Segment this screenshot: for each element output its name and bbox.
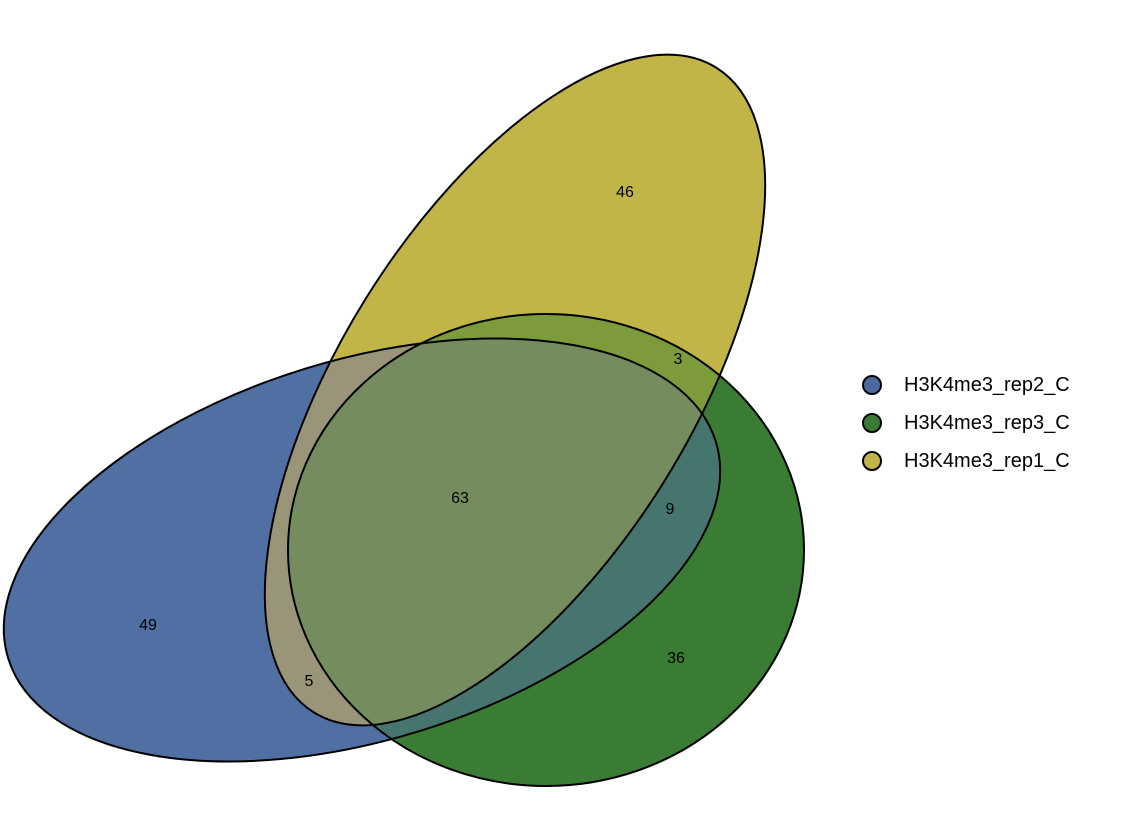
region-count-all-three: 63: [451, 490, 469, 507]
set-outline-rep1: [263, 53, 767, 727]
legend-item-rep2: H3K4me3_rep2_C: [862, 366, 1124, 404]
region-count-rep2-rep1: 5: [305, 673, 314, 690]
legend-label-rep3: H3K4me3_rep3_C: [904, 411, 1070, 434]
legend-label-rep2: H3K4me3_rep2_C: [904, 373, 1070, 396]
legend-item-rep3: H3K4me3_rep3_C: [862, 404, 1124, 442]
legend: H3K4me3_rep2_C H3K4me3_rep3_C H3K4me3_re…: [862, 366, 1124, 480]
region-count-rep1-only: 46: [616, 184, 634, 201]
set-outline-rep3: [287, 313, 805, 787]
region-count-rep3-only: 36: [667, 650, 685, 667]
legend-swatch-rep3: [862, 413, 882, 433]
legend-item-rep1: H3K4me3_rep1_C: [862, 442, 1124, 480]
region-count-rep3-rep1: 3: [674, 351, 683, 368]
set-outline-rep2: [2, 337, 722, 763]
region-count-rep2-only: 49: [139, 617, 157, 634]
overlap-all-three: [288, 314, 766, 726]
region-count-rep2-rep3: 9: [666, 501, 675, 518]
legend-swatch-rep1: [862, 451, 882, 471]
legend-swatch-rep2: [862, 375, 882, 395]
legend-label-rep1: H3K4me3_rep1_C: [904, 449, 1070, 472]
